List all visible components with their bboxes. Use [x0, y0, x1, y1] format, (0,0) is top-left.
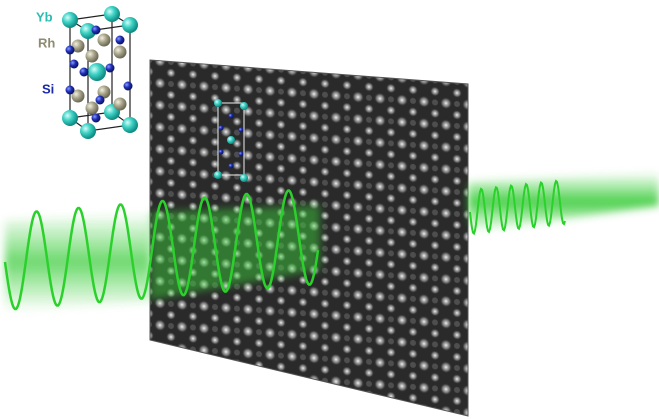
atom — [65, 85, 75, 95]
atom — [62, 12, 78, 28]
atom — [95, 95, 105, 105]
unit-cell — [62, 6, 138, 139]
atom — [85, 101, 99, 115]
legend-label: Si — [42, 81, 54, 96]
atom — [113, 45, 127, 59]
wave-in — [3, 189, 320, 311]
atom — [113, 97, 127, 111]
atom — [91, 25, 101, 35]
atom — [69, 59, 79, 69]
atom — [227, 136, 235, 144]
atom — [218, 125, 224, 131]
atom — [91, 113, 101, 123]
atom — [115, 35, 125, 45]
atom — [214, 171, 222, 179]
atom — [80, 23, 96, 39]
atom — [62, 110, 78, 126]
atom — [228, 163, 234, 169]
atom — [240, 174, 248, 182]
atom — [97, 33, 111, 47]
atom — [228, 113, 234, 119]
legend-label: Rh — [38, 35, 55, 50]
atom — [105, 63, 115, 73]
atom — [104, 6, 120, 22]
atom — [122, 17, 138, 33]
legend-label: Yb — [36, 9, 53, 24]
atom — [79, 67, 89, 77]
atom — [65, 45, 75, 55]
atom — [85, 49, 99, 63]
atom — [80, 123, 96, 139]
atom — [122, 117, 138, 133]
atom — [71, 89, 85, 103]
atom — [240, 102, 248, 110]
wave-out — [469, 179, 566, 236]
atom — [88, 63, 106, 81]
atom — [218, 149, 224, 155]
atom — [238, 151, 244, 157]
atom — [214, 99, 222, 107]
unit-cell-inset — [214, 99, 248, 182]
atom — [238, 127, 244, 133]
atom — [97, 85, 111, 99]
atom — [123, 81, 133, 91]
atom — [71, 39, 85, 53]
beam-in — [5, 212, 150, 312]
